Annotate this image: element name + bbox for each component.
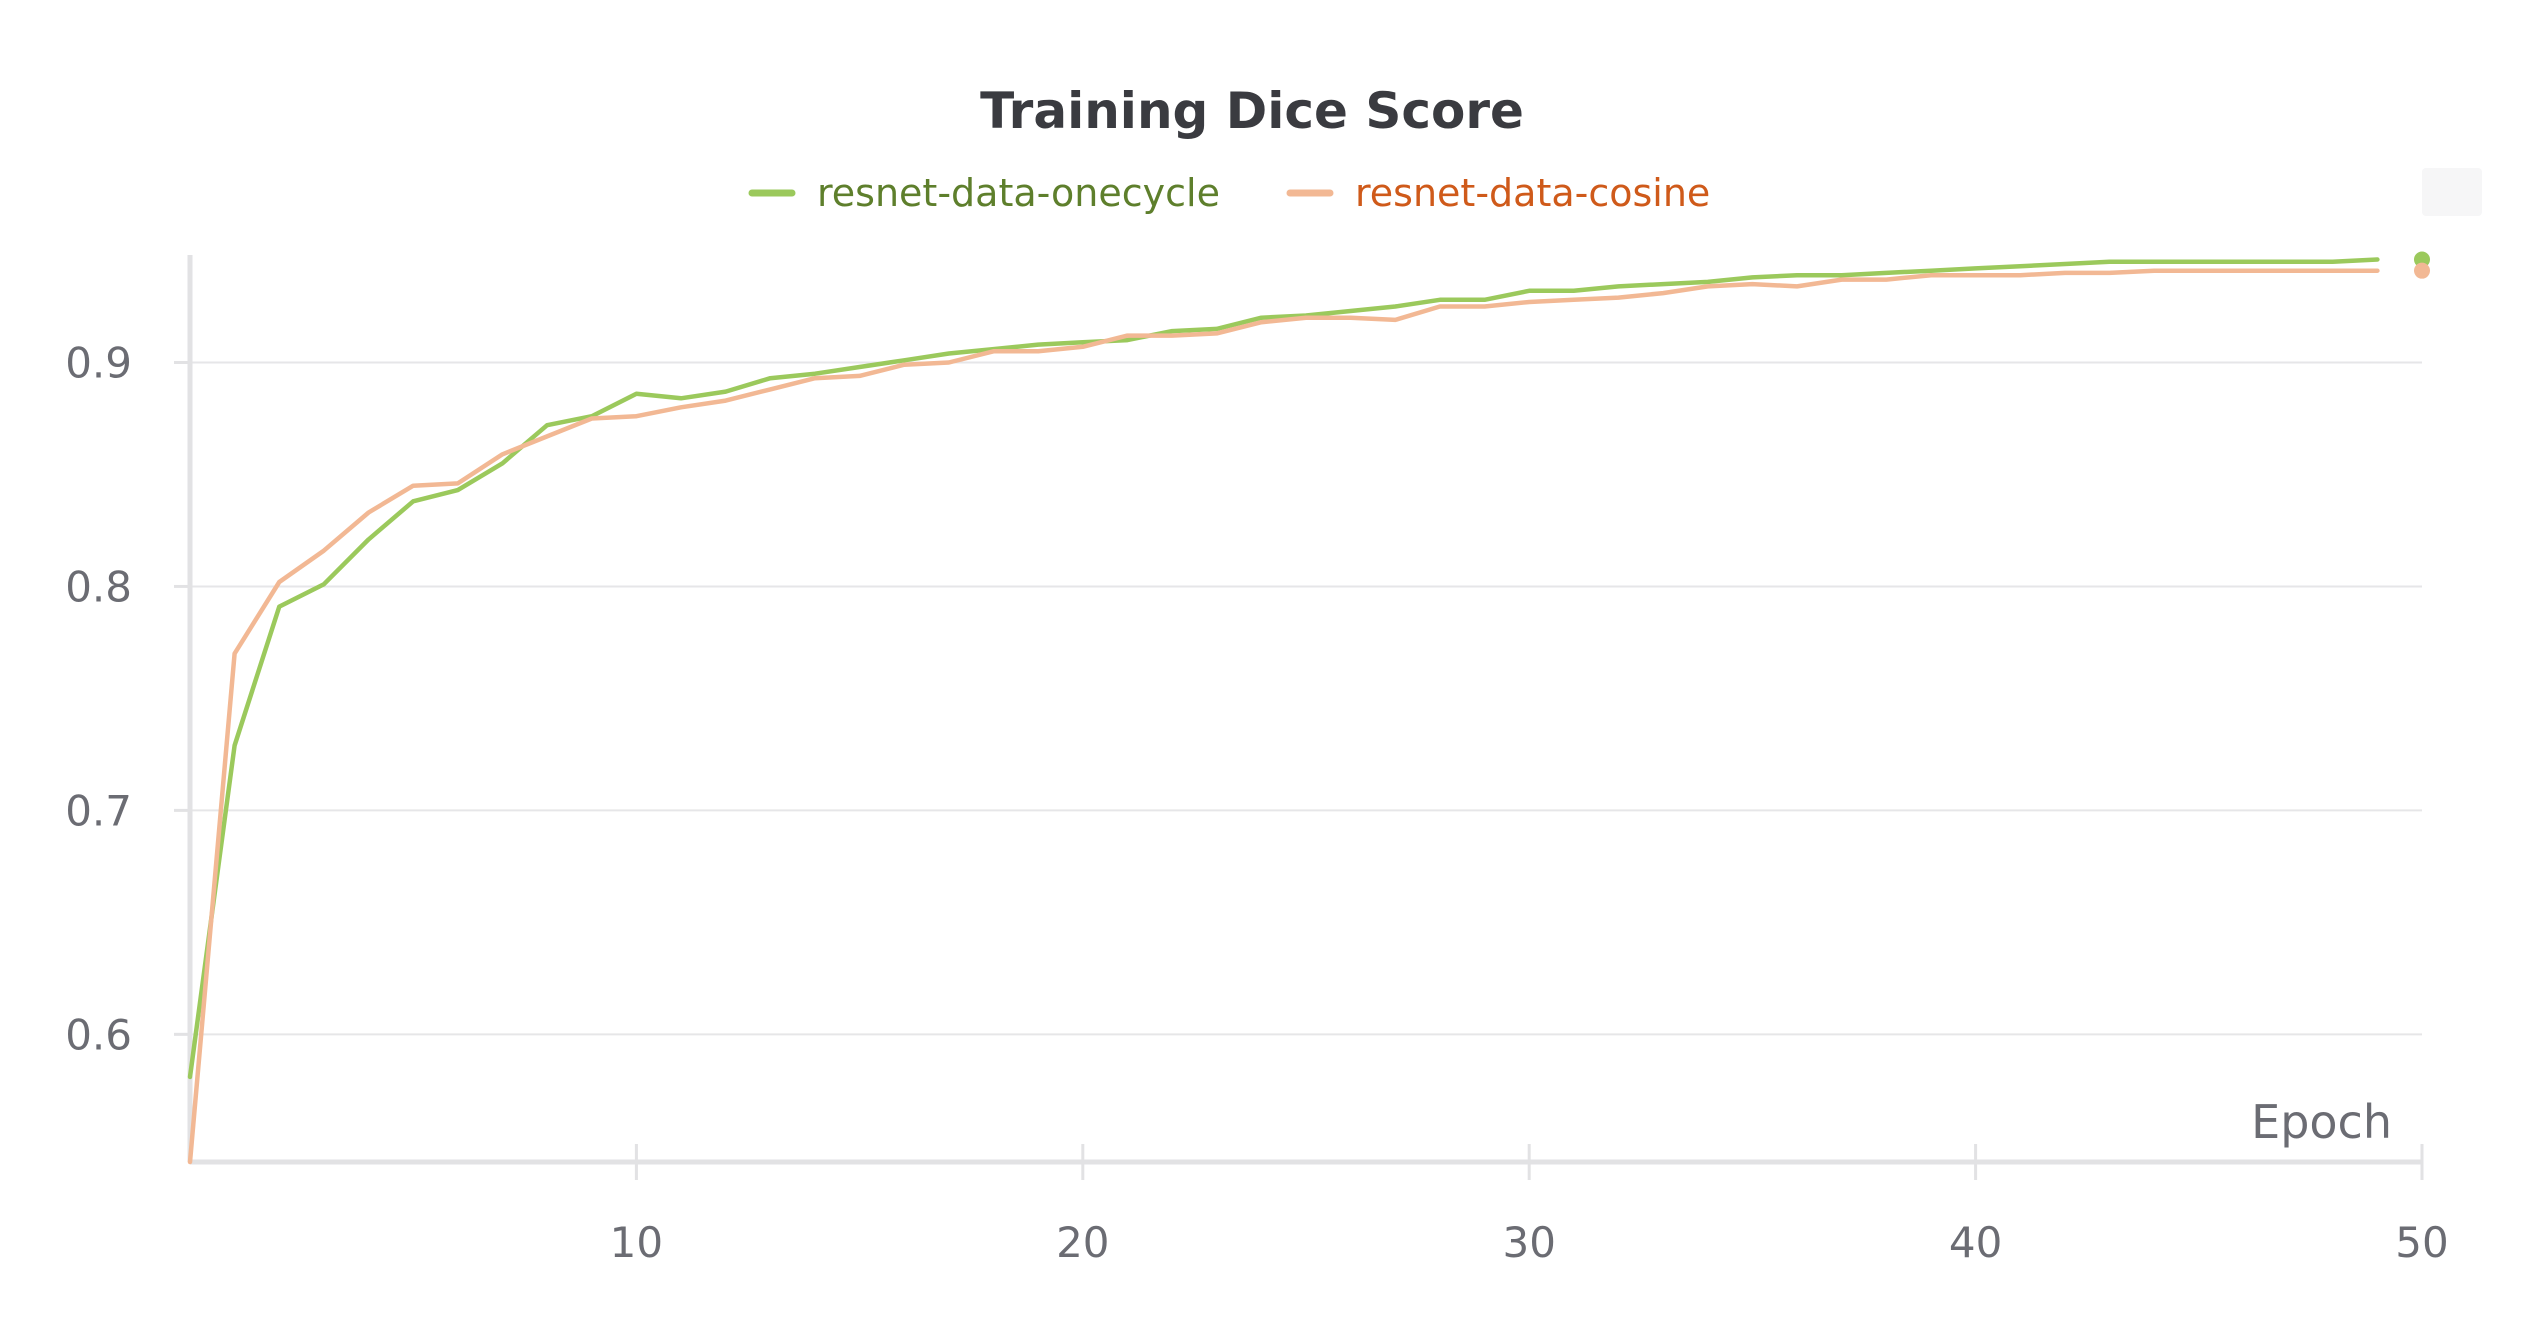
y-tick-label: 0.6 — [65, 1010, 132, 1059]
grid — [190, 361, 2422, 1036]
axes — [174, 255, 2424, 1180]
legend-item-resnet-data-cosine[interactable]: resnet-data-cosine — [1286, 171, 1710, 215]
series-line-resnet-data-onecycle[interactable] — [187, 257, 2380, 1080]
legend-item-resnet-data-onecycle[interactable]: resnet-data-onecycle — [748, 171, 1220, 215]
y-tick-label: 0.7 — [65, 786, 132, 835]
x-tick-label: 30 — [1502, 1218, 1555, 1267]
y-tick-label: 0.8 — [65, 562, 132, 611]
x-tick-label: 20 — [1056, 1218, 1109, 1267]
legend-label: resnet-data-cosine — [1355, 171, 1710, 215]
series-lines — [187, 251, 2430, 1165]
chart-title: Training Dice Score — [980, 82, 1524, 140]
legend: resnet-data-onecycle resnet-data-cosine — [748, 171, 1710, 215]
chart-toolbar-button[interactable] — [2422, 168, 2482, 216]
series-line-resnet-data-cosine[interactable] — [187, 268, 2380, 1165]
x-tick-label: 40 — [1949, 1218, 2002, 1267]
series-endpoint-resnet-data-onecycle[interactable] — [2414, 251, 2430, 268]
tick-labels: 0.6 0.7 0.8 0.9 10 20 30 40 50 — [65, 338, 2449, 1267]
x-tick-label: 50 — [2395, 1218, 2448, 1267]
x-axis-label: Epoch — [2251, 1095, 2392, 1149]
series-endpoint-resnet-data-cosine[interactable] — [2414, 262, 2430, 279]
legend-label: resnet-data-onecycle — [817, 171, 1220, 215]
y-tick-label: 0.9 — [65, 338, 132, 387]
x-tick-label: 10 — [610, 1218, 663, 1267]
